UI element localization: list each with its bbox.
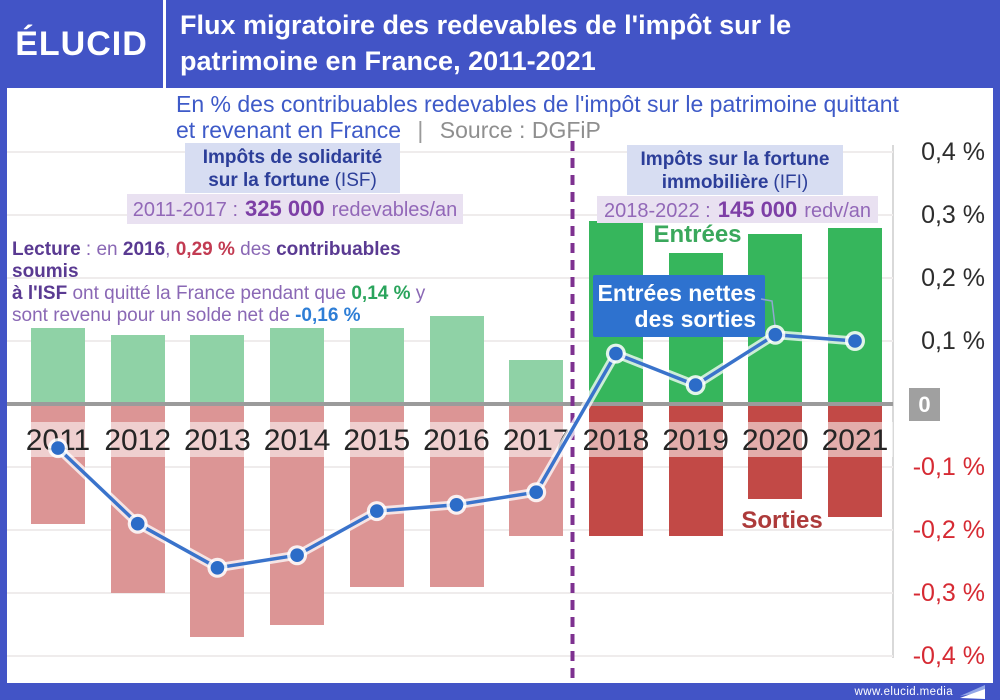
bar-entrees-2012: [110, 334, 165, 404]
year-label-2012: 2012: [104, 424, 172, 457]
lecture-note: Lecture : en 2016, 0,29 % des contribuab…: [12, 239, 430, 327]
right-border: [993, 88, 1000, 700]
flag-icon: [960, 684, 985, 699]
subtitle-line2: et revenant en France | Source : DGFiP: [176, 117, 986, 143]
elucid-logo: ÉLUCID: [15, 24, 148, 63]
lecture-segment: des: [234, 239, 277, 260]
lecture-segment: y: [410, 283, 426, 304]
gridline: [7, 592, 893, 594]
ifi-count-number: 145 000: [717, 197, 798, 222]
bar-entrees-2015: [349, 328, 404, 404]
isf-title-suffix: (ISF): [334, 170, 377, 191]
isf-count-strip: 2011-2017 : 325 000 redevables/an: [127, 194, 463, 224]
source-label: Source : DGFiP: [439, 117, 601, 143]
isf-title-bold: sur la fortune: [208, 170, 330, 191]
lecture-segment: Lecture: [12, 239, 81, 260]
lecture-segment: 0,29 %: [175, 239, 235, 260]
ifi-title-bold: immobilière: [661, 172, 769, 193]
gridline: [7, 277, 893, 279]
plot-right-edge: [892, 145, 894, 658]
y-tick-label: -0,4 %: [912, 642, 985, 670]
subtitle-separator: |: [417, 117, 424, 143]
elucid-logo-box: ÉLUCID: [0, 0, 166, 88]
sorties-series-label: Sorties: [741, 507, 823, 534]
y-tick-label: 0,4 %: [921, 138, 985, 166]
year-label-2013: 2013: [184, 424, 251, 457]
lecture-segment: ,: [165, 239, 176, 260]
lecture-segment: à l'ISF: [12, 283, 68, 304]
year-label-2016: 2016: [423, 424, 490, 457]
ifi-title-line2: immobilière (IFI): [627, 171, 843, 194]
isf-title-line1: Impôts de solidarité: [202, 147, 383, 168]
year-label-2021: 2021: [821, 424, 889, 457]
ifi-period-box: Impôts sur la fortune immobilière (IFI): [627, 145, 843, 195]
lecture-segment: contribuables soumis: [12, 239, 401, 282]
subtitle-line2-text: et revenant en France: [176, 117, 402, 143]
page-title-line2: patrimoine en France, 2011-2021: [180, 46, 596, 76]
gridline: [7, 655, 893, 657]
ifi-title-suffix: (IFI): [773, 172, 809, 193]
bar-entrees-2021: [828, 227, 882, 404]
y-tick-label: 0,2 %: [921, 264, 985, 292]
isf-count-suffix: redevables/an: [331, 199, 458, 221]
bar-entrees-2017: [509, 359, 564, 404]
y-tick-zero-badge: 0: [909, 388, 940, 421]
year-label-2019: 2019: [662, 424, 729, 457]
header-bar: ÉLUCID Flux migratoire des redevables de…: [0, 0, 1000, 88]
footer-bar: www.elucid.media: [0, 683, 1000, 700]
ifi-count-prefix: 2018-2022 :: [603, 200, 711, 222]
ifi-count-suffix: redv/an: [804, 200, 871, 222]
lecture-segment: -0,16 %: [295, 305, 361, 326]
left-border: [0, 88, 7, 700]
y-tick-label: 0,1 %: [921, 327, 985, 355]
net-label-line1: Entrées nettes: [597, 280, 756, 306]
y-tick-label: 0,3 %: [921, 201, 985, 229]
lecture-segment: : en: [80, 239, 123, 260]
isf-count-prefix: 2011-2017 :: [132, 199, 239, 221]
entrees-series-label: Entrées: [653, 221, 742, 248]
isf-count-number: 325 000: [245, 196, 325, 221]
year-label-2015: 2015: [343, 424, 411, 457]
isf-period-box: Impôts de solidarité sur la fortune (ISF): [185, 143, 400, 193]
ifi-count-strip: 2018-2022 : 145 000 redv/an: [597, 196, 878, 223]
year-label-2020: 2020: [741, 424, 809, 457]
year-label-2014: 2014: [263, 424, 331, 457]
isf-title-line2: sur la fortune (ISF): [185, 169, 400, 192]
net-line-label-box: Entrées nettes des sorties: [593, 275, 765, 337]
gridline: [7, 151, 893, 153]
bar-entrees-2013: [190, 334, 245, 404]
page-title-line1: Flux migratoire des redevables de l'impô…: [180, 10, 792, 40]
lecture-segment: sont revenu pour un solde net de: [12, 305, 296, 326]
net-label-line2: des sorties: [634, 306, 756, 332]
y-tick-label: -0,1 %: [912, 453, 985, 481]
year-label-2011: 2011: [25, 424, 91, 457]
lecture-segment: 0,14 %: [351, 283, 411, 304]
bar-entrees-2016: [429, 315, 484, 404]
year-label-2018: 2018: [582, 424, 650, 457]
bar-sorties-2021: [828, 404, 882, 518]
year-label-2017: 2017: [502, 424, 570, 457]
bar-entrees-2014: [270, 328, 325, 404]
elucid-media-url: www.elucid.media: [854, 685, 953, 698]
ifi-title-line1: Impôts sur la fortune: [640, 149, 830, 170]
chart-subtitle: En % des contribuables redevables de l'i…: [176, 91, 986, 143]
subtitle-line1: En % des contribuables redevables de l'i…: [176, 91, 899, 117]
zero-line: [7, 402, 893, 406]
lecture-segment: ont quitté la France pendant que: [67, 283, 352, 304]
y-tick-label: -0,3 %: [912, 579, 985, 607]
y-tick-label: -0,2 %: [912, 516, 985, 544]
page-title: Flux migratoire des redevables de l'impô…: [166, 0, 1000, 88]
lecture-segment: 2016: [122, 239, 166, 260]
bar-entrees-2011: [31, 328, 85, 404]
